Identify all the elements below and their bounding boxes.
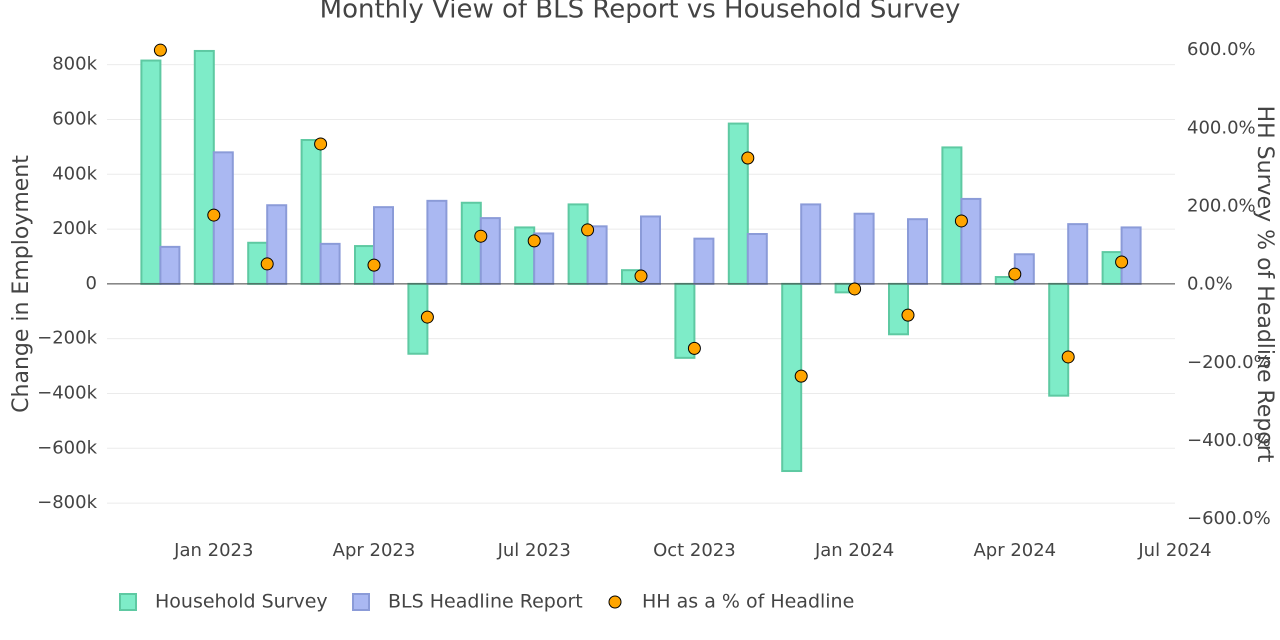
bar [1048,282,1070,397]
point [687,341,701,355]
point [954,214,968,228]
legend-label: HH as a % of Headline [642,591,854,613]
y-tick-label: −400k [37,382,97,403]
bar [907,218,928,285]
bar [193,49,215,285]
point [367,258,381,272]
bar [567,203,589,285]
chart-title: Monthly View of BLS Report vs Household … [320,0,961,25]
y-tick-label: 800k [52,54,97,75]
point [314,137,328,151]
bar [319,242,341,285]
bar [479,217,501,285]
y-tick-label: −800k [37,492,97,513]
y-tick-label: 400k [52,163,97,184]
bar [888,282,909,336]
y-axis-title: Change in Employment [9,155,34,413]
point [581,223,595,237]
point [1061,350,1075,364]
point [474,229,488,243]
x-tick-label: Jan 2024 [814,540,894,561]
y-tick-label: 0 [86,273,97,294]
legend-label: BLS Headline Report [388,591,583,613]
point [1115,255,1129,269]
point [260,257,274,271]
point [1008,267,1022,281]
y-tick-label: −200k [37,328,97,349]
point [848,282,862,296]
bar [159,245,181,285]
legend-swatch [119,593,137,611]
x-tick-label: Oct 2023 [653,540,736,561]
point [527,234,541,248]
x-tick-label: Apr 2024 [973,540,1056,561]
bar [373,206,394,285]
y2-tick-label: −200.0% [1187,352,1271,373]
point [741,151,755,165]
point [634,269,648,283]
x-tick-label: Jul 2023 [497,540,571,561]
y2-tick-label: −600.0% [1187,508,1271,529]
y2-axis-title: HH Survey % of Headline Report [1252,106,1277,463]
point [420,310,434,324]
bar [426,199,448,285]
point [207,208,221,222]
bar [727,122,749,285]
bar [460,201,482,285]
bar [960,197,982,285]
y-tick-label: 200k [52,218,97,239]
point [901,308,915,322]
legend-swatch [352,593,370,611]
y2-tick-label: 200.0% [1187,195,1256,216]
y2-tick-label: 0.0% [1187,274,1233,295]
x-tick-label: Apr 2023 [333,540,416,561]
bar [266,204,288,285]
point [153,43,167,57]
y2-tick-label: 400.0% [1187,117,1256,138]
point [794,369,808,383]
x-tick-label: Jul 2024 [1137,540,1211,561]
bar [140,59,162,285]
bar [853,212,875,285]
y-tick-label: 600k [52,108,97,129]
y-tick-label: −600k [37,437,97,458]
legend-swatch [608,595,622,609]
bar [693,237,715,285]
bar [1120,226,1142,285]
bar [800,203,822,285]
bar [746,233,768,285]
bar [1067,223,1089,285]
legend-label: Household Survey [155,591,328,613]
y2-tick-label: −400.0% [1187,430,1271,451]
x-tick-label: Jan 2023 [173,540,253,561]
y2-tick-label: 600.0% [1187,39,1256,60]
bar [300,139,322,285]
